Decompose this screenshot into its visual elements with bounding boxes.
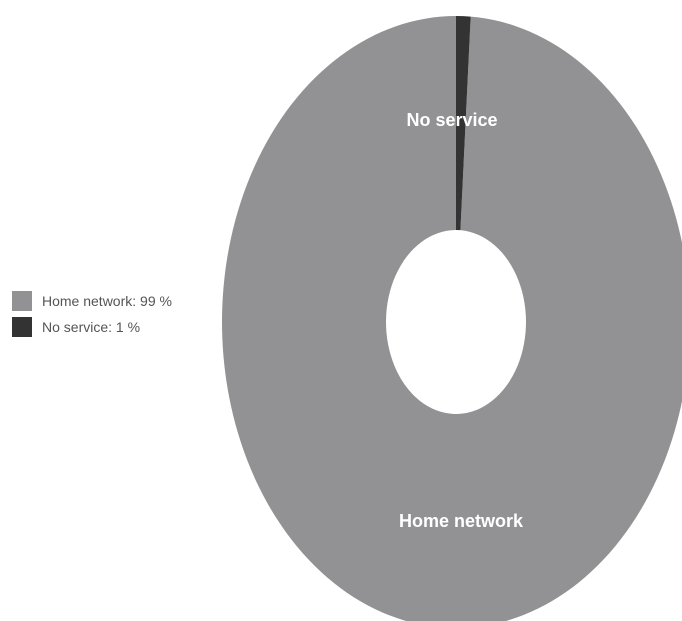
legend-item-no-service: No service: 1 % (12, 316, 172, 338)
legend-label-no-service: No service: 1 % (42, 319, 141, 335)
legend-swatch-home-network (12, 291, 32, 311)
donut-slice-home-network (222, 16, 682, 621)
chart-legend: Home network: 99 % No service: 1 % (12, 290, 172, 342)
legend-swatch-no-service (12, 317, 32, 337)
slice-label-home-network: Home network (399, 511, 524, 531)
legend-item-home-network: Home network: 99 % (12, 290, 172, 312)
legend-label-home-network: Home network: 99 % (42, 293, 172, 309)
slice-label-no-service: No service (406, 110, 497, 130)
donut-slice-no-service (456, 16, 471, 231)
